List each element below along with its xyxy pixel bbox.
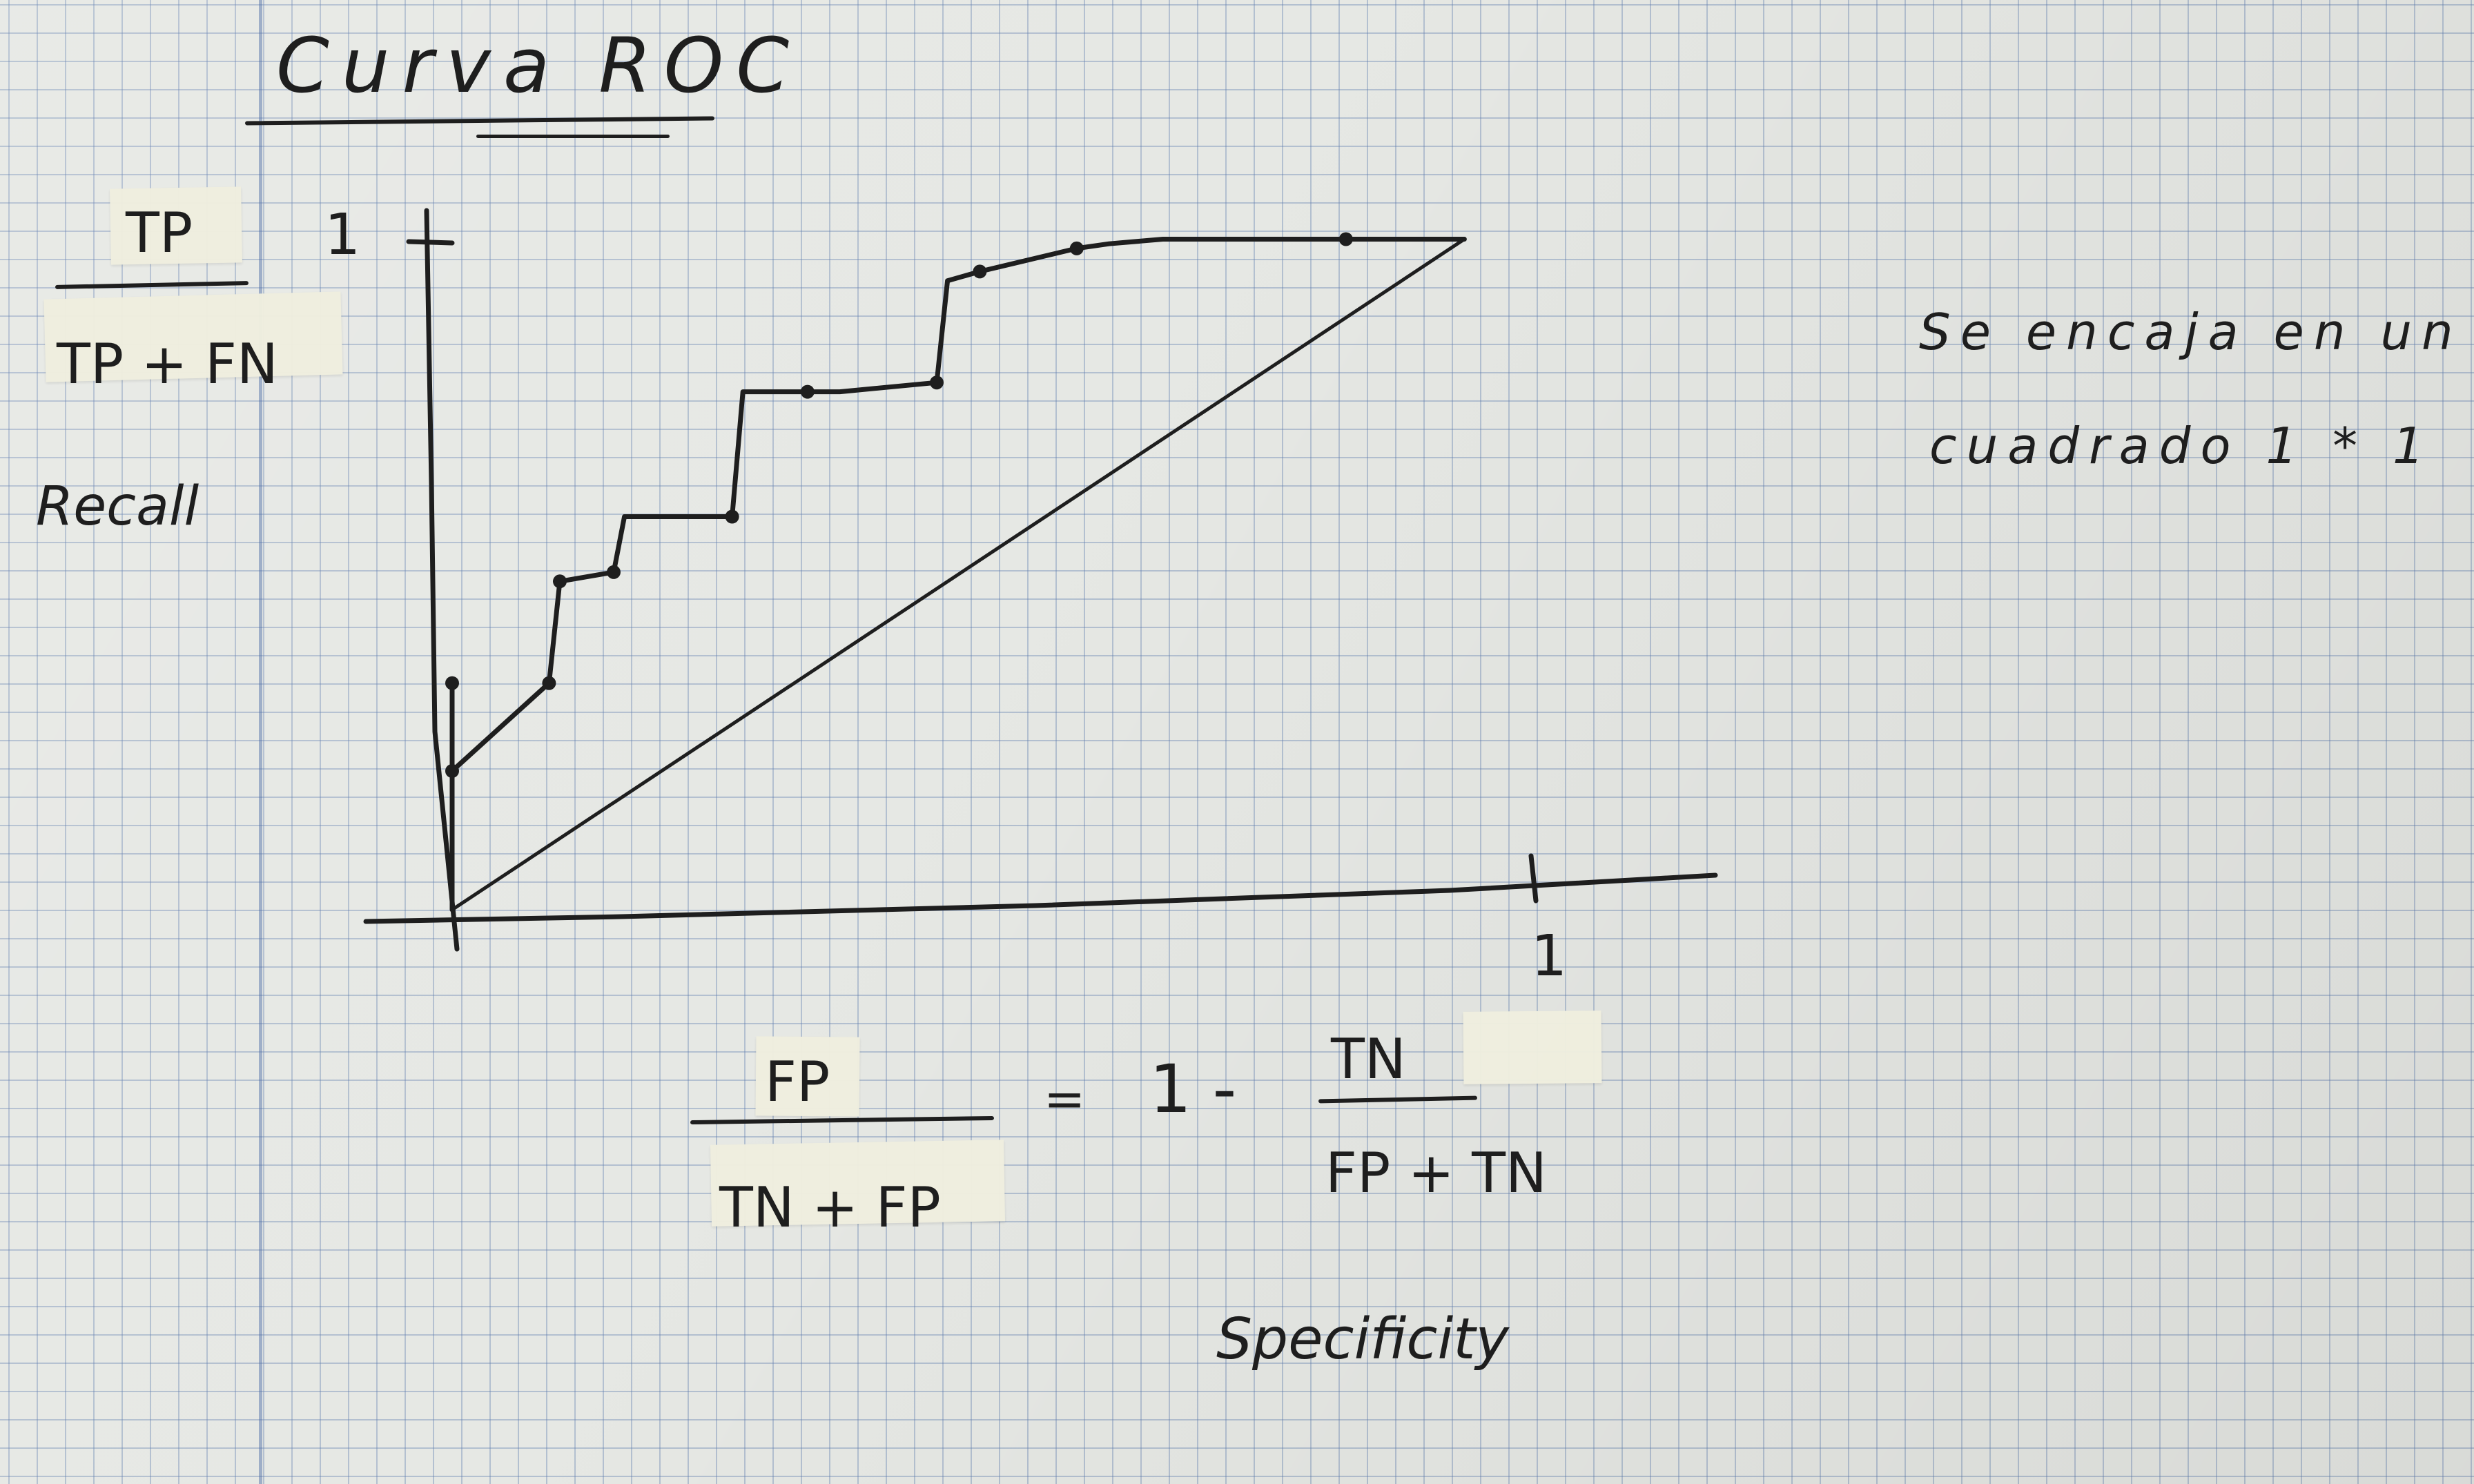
recall-denominator: TP + FN	[57, 332, 278, 396]
roc-point	[725, 509, 739, 524]
recall-numerator: TP	[126, 201, 193, 265]
page-title: Curva ROC	[276, 21, 802, 110]
roc-point	[800, 384, 815, 399]
tn-tape	[1463, 1011, 1602, 1084]
y-tick-label: 1	[324, 202, 361, 268]
roc-point	[445, 676, 459, 690]
roc-point	[445, 764, 459, 778]
specificity-numerator: TN	[1331, 1027, 1406, 1091]
fpr-numerator: FP	[765, 1050, 830, 1114]
roc-point	[1069, 241, 1084, 255]
roc-point	[607, 565, 621, 579]
equals-sign: =	[1044, 1070, 1086, 1128]
roc-point	[542, 676, 556, 690]
notebook-margin-line	[259, 0, 262, 1484]
note-line-2: cuadrado 1 * 1	[1929, 417, 2434, 475]
note-line-1: Se encaja en un	[1919, 303, 2463, 361]
specificity-denominator: FP + TN	[1325, 1141, 1547, 1205]
specificity-label: Specificity	[1216, 1307, 1509, 1372]
random-classifier-diagonal	[450, 237, 1466, 912]
roc-curve	[449, 237, 1467, 912]
roc-point	[930, 375, 944, 390]
one-minus: 1 -	[1149, 1051, 1237, 1128]
title-double-underline	[476, 135, 670, 138]
recall-label: Recall	[36, 476, 199, 538]
roc-point	[1338, 232, 1353, 246]
x-tick-label: 1	[1531, 924, 1568, 989]
y-axis-tick	[406, 239, 455, 246]
x-axis	[363, 872, 1718, 924]
fpr-denominator: TN + FP	[719, 1175, 941, 1240]
roc-point	[553, 574, 567, 589]
x-axis-tick	[1528, 853, 1539, 904]
y-axis	[424, 208, 460, 952]
roc-point	[973, 264, 987, 279]
